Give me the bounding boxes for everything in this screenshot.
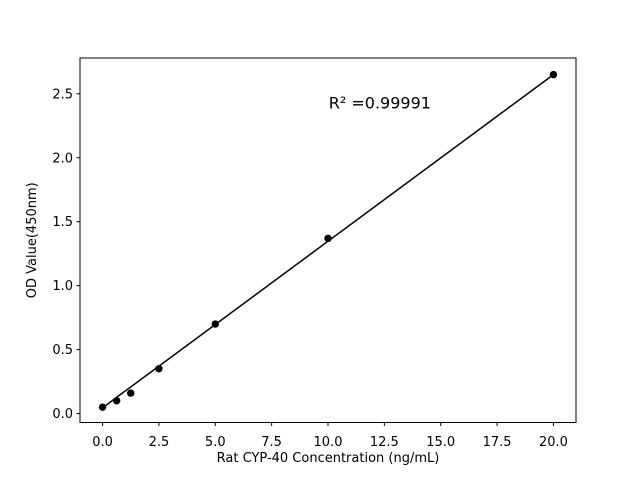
data-point — [98, 403, 107, 411]
x-axis-label: Rat CYP-40 Concentration (ng/mL) — [217, 451, 440, 466]
plot-border — [79, 57, 577, 423]
data-point — [155, 365, 163, 373]
y-axis-tick-label: 0.5 — [52, 343, 73, 358]
data-point — [324, 234, 332, 243]
x-axis-tick-label: 7.5 — [261, 435, 282, 450]
data-point — [211, 320, 219, 328]
data-point — [549, 70, 558, 79]
y-axis-tick-label: 2.0 — [52, 151, 73, 166]
r-squared-annotation: R² =0.99991 — [329, 93, 431, 112]
x-axis-tick-label: 17.5 — [483, 435, 512, 450]
x-axis-tick-label: 20.0 — [539, 435, 568, 450]
y-axis-tick-label: 0.0 — [52, 407, 73, 422]
x-axis-tick-label: 2.5 — [149, 435, 170, 450]
x-axis-tick-label: 5.0 — [205, 435, 226, 450]
data-point — [127, 389, 135, 397]
x-axis-tick-label: 12.5 — [370, 435, 399, 450]
x-axis-tick-label: 15.0 — [426, 435, 455, 450]
y-axis-tick-label: 1.5 — [52, 215, 73, 230]
x-axis-tick-label: 0.0 — [92, 435, 113, 450]
y-axis-tick-label: 2.5 — [52, 87, 73, 102]
data-point — [112, 397, 121, 405]
y-axis-tick-label: 1.0 — [52, 279, 73, 294]
y-axis-label: OD Value(450nm) — [25, 182, 40, 298]
x-axis-tick-label: 10.0 — [314, 435, 343, 450]
